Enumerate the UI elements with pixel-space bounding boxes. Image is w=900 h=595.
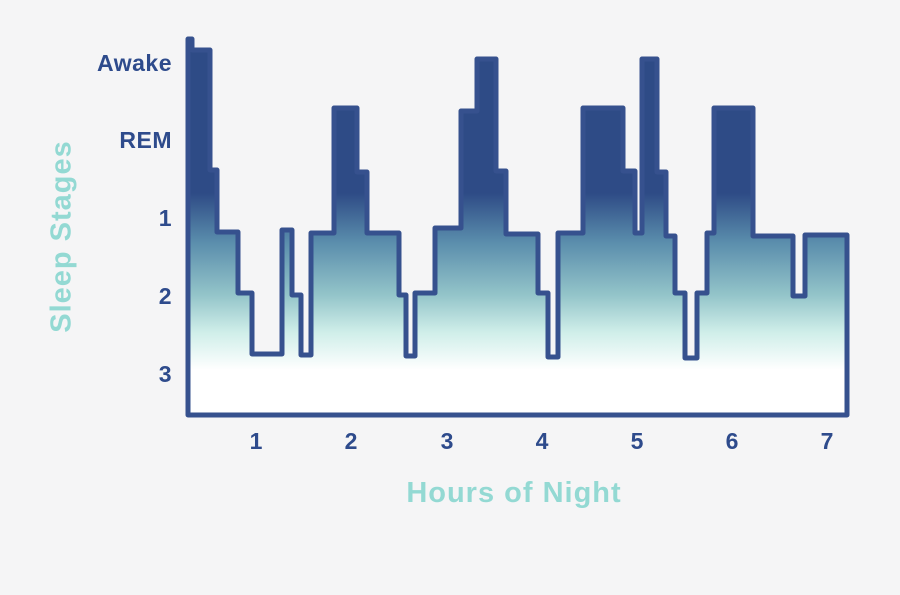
y-tick-rem: REM bbox=[119, 127, 172, 153]
x-axis-title: Hours of Night bbox=[406, 477, 622, 509]
x-tick-4: 4 bbox=[535, 428, 549, 454]
x-tick-3: 3 bbox=[440, 428, 454, 454]
x-tick-6: 6 bbox=[725, 428, 739, 454]
y-tick-awake: Awake bbox=[97, 50, 172, 76]
x-tick-7: 7 bbox=[820, 428, 834, 454]
y-tick-stage2: 2 bbox=[158, 283, 172, 309]
hypnogram-area bbox=[185, 36, 850, 418]
x-tick-1: 1 bbox=[249, 428, 263, 454]
x-tick-2: 2 bbox=[344, 428, 358, 454]
x-tick-5: 5 bbox=[630, 428, 644, 454]
y-tick-stage3: 3 bbox=[158, 361, 172, 387]
y-tick-stage1: 1 bbox=[158, 205, 172, 231]
